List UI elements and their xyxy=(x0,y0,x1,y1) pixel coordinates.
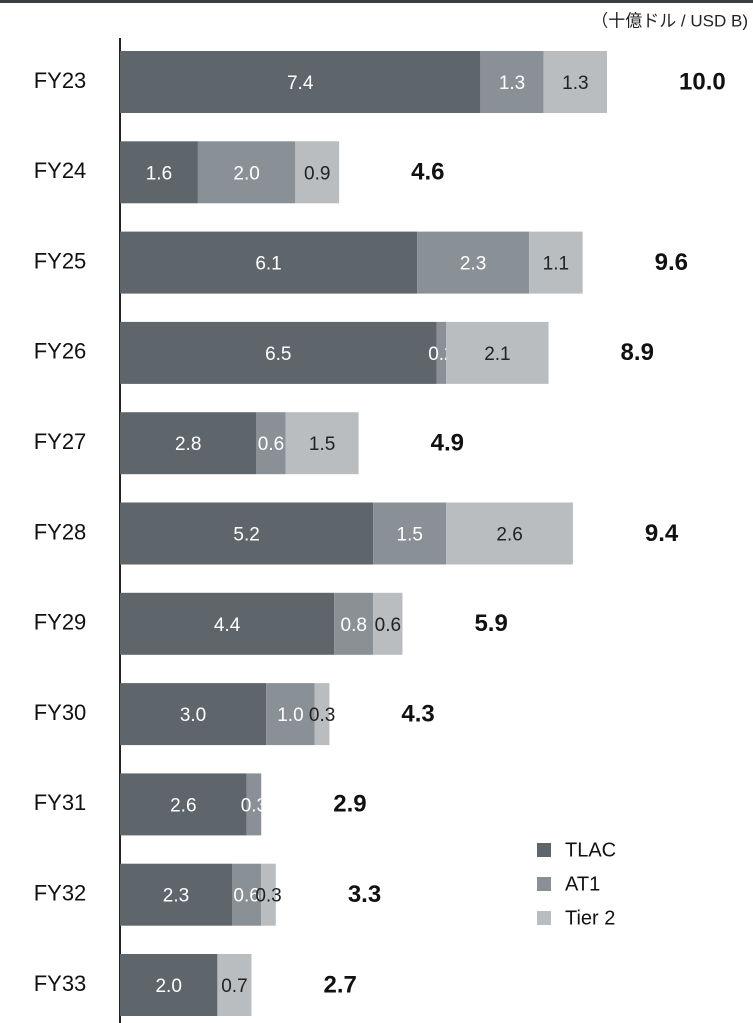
bar-segment xyxy=(120,683,267,746)
segment-label: 1.0 xyxy=(277,705,303,726)
segment-label: 5.2 xyxy=(233,525,259,546)
legend-swatch xyxy=(537,877,551,891)
category-label: FY28 xyxy=(34,519,87,544)
segment-label: 1.1 xyxy=(543,254,569,275)
segment-label: 0.8 xyxy=(341,615,367,636)
segment-label: 1.3 xyxy=(499,73,525,94)
bar-segment xyxy=(246,773,262,836)
bar-segment xyxy=(261,863,276,926)
segment-label: 2.0 xyxy=(155,976,181,997)
bar-segment xyxy=(543,51,607,113)
segment-label: 0.3 xyxy=(309,705,335,726)
legend-swatch xyxy=(537,843,551,857)
bar-segment xyxy=(120,231,418,294)
bar-segment xyxy=(232,863,262,926)
bar-segment xyxy=(197,141,296,204)
segment-label: 2.0 xyxy=(233,163,259,184)
total-label: 5.9 xyxy=(474,610,507,637)
segment-label: 0.9 xyxy=(304,163,330,184)
segment-label: 7.4 xyxy=(287,73,314,94)
category-label: FY33 xyxy=(34,971,87,996)
segment-label: 1.6 xyxy=(146,163,172,184)
bar-segment xyxy=(120,141,198,204)
legend-label: TLAC xyxy=(565,839,616,861)
category-label: FY26 xyxy=(34,339,87,364)
legend-label: Tier 2 xyxy=(565,907,615,929)
bar-segment xyxy=(373,592,403,655)
bar-segment xyxy=(314,683,330,746)
total-label: 8.9 xyxy=(621,339,654,366)
category-label: FY31 xyxy=(34,790,87,815)
legend-label: AT1 xyxy=(565,873,600,895)
category-label: FY23 xyxy=(34,68,87,93)
segment-label: 2.3 xyxy=(163,886,189,907)
bar-segment xyxy=(120,412,257,475)
segment-label: 0.6 xyxy=(233,886,259,907)
bar-segment xyxy=(217,954,252,1016)
bar-segment xyxy=(529,231,583,294)
total-label: 4.9 xyxy=(431,430,464,457)
bar-segment xyxy=(120,592,335,655)
bar-segment xyxy=(446,321,549,384)
segment-label: 3.0 xyxy=(180,705,206,726)
segment-label: 4.4 xyxy=(214,615,241,636)
bar-segment xyxy=(120,773,247,836)
segment-label: 0.7 xyxy=(221,976,247,997)
segment-label: 0.6 xyxy=(258,434,284,455)
unit-label: （十億ドル / USD B) xyxy=(591,11,748,30)
bar-segment xyxy=(436,321,447,384)
total-label: 2.7 xyxy=(323,971,356,998)
segment-label: 1.5 xyxy=(309,434,335,455)
top-rule xyxy=(0,0,753,3)
bar-segment xyxy=(373,502,447,565)
category-label: FY25 xyxy=(34,248,87,273)
bar-segment xyxy=(120,954,218,1016)
bar-segment xyxy=(120,502,374,565)
legend-swatch xyxy=(537,911,551,925)
total-label: 10.0 xyxy=(679,68,726,95)
category-label: FY30 xyxy=(34,700,87,725)
total-label: 4.6 xyxy=(411,159,444,186)
bar-segment xyxy=(446,502,573,565)
bar-segment xyxy=(480,51,544,113)
total-label: 2.9 xyxy=(333,791,366,818)
bar-segment xyxy=(266,683,315,746)
segment-label: 0.3 xyxy=(255,886,281,907)
bar-segment xyxy=(120,321,437,384)
segment-label: 0.6 xyxy=(375,615,401,636)
category-label: FY32 xyxy=(34,881,87,906)
segment-label: 2.6 xyxy=(496,525,522,546)
bar-segment xyxy=(334,592,374,655)
segment-label: 2.6 xyxy=(170,795,196,816)
segment-label: 2.3 xyxy=(460,254,486,275)
bar-segment xyxy=(256,412,286,475)
segment-label: 1.3 xyxy=(562,73,588,94)
category-label: FY27 xyxy=(34,429,87,454)
total-label: 9.4 xyxy=(645,520,679,547)
total-label: 4.3 xyxy=(401,700,434,727)
total-label: 3.3 xyxy=(348,881,381,908)
segment-label: 2.1 xyxy=(484,344,510,365)
total-label: 9.6 xyxy=(655,249,688,276)
bar-segment xyxy=(295,141,340,204)
segment-label: 0.3 xyxy=(241,795,267,816)
segment-label: 1.5 xyxy=(397,525,423,546)
bar-segment xyxy=(285,412,359,475)
category-label: FY29 xyxy=(34,610,87,635)
category-label: FY24 xyxy=(34,158,87,183)
bar-segment xyxy=(417,231,530,294)
bar-segment xyxy=(120,51,481,113)
segment-label: 6.5 xyxy=(265,344,291,365)
segment-label: 2.8 xyxy=(175,434,201,455)
bar-segment xyxy=(120,863,233,926)
segment-label: 6.1 xyxy=(255,254,281,275)
